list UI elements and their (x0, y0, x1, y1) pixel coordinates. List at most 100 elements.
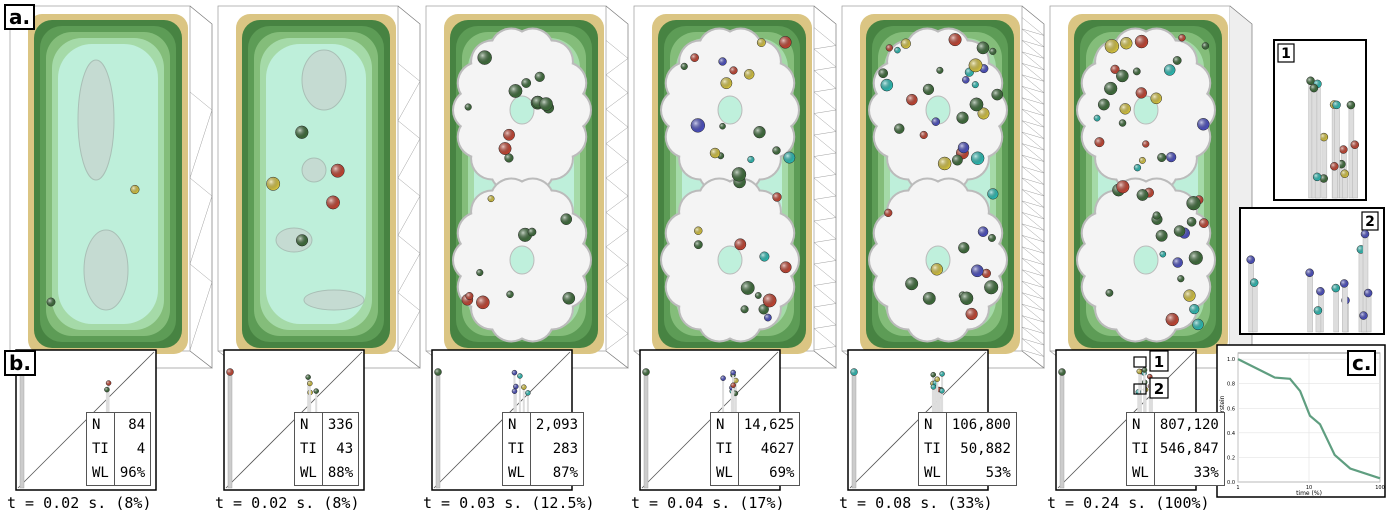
mesh-line (605, 212, 629, 231)
sphere-shine (884, 208, 893, 217)
sphere-shine (1339, 145, 1348, 154)
mesh-line (1021, 28, 1045, 36)
mesh-line (189, 91, 213, 111)
mesh-line (1021, 166, 1045, 185)
stats-row: N 106,800 (918, 412, 1017, 437)
sphere-shine (720, 375, 726, 381)
isosurface-hole (717, 95, 743, 125)
stats-row: WL 96% (86, 461, 151, 486)
stats-row: WL 87% (502, 461, 584, 486)
stats-value: 50,882 (960, 441, 1011, 457)
mesh-line (397, 177, 421, 197)
sphere-shine (1192, 318, 1204, 330)
sphere-shine (1159, 251, 1166, 258)
y-tick-label: 0.8 (1227, 382, 1235, 388)
mesh-line (1021, 246, 1045, 254)
stats-key: N (918, 412, 947, 437)
stats-key: N (1126, 412, 1155, 437)
stem (1365, 292, 1372, 333)
stats-value: 4627 (760, 441, 795, 457)
sphere-shine (521, 384, 527, 390)
contour-band (266, 44, 366, 324)
stats-value: 53% (985, 465, 1011, 481)
mesh-line (1021, 292, 1045, 300)
sphere-shine (307, 380, 313, 386)
mesh-line (813, 131, 837, 136)
mesh-line (813, 285, 837, 304)
mesh-line (397, 81, 421, 121)
mesh-line (1021, 131, 1045, 151)
mesh-line (813, 324, 837, 329)
sphere-shine (1166, 152, 1177, 162)
sphere-shine (1173, 56, 1182, 65)
mesh-line (189, 195, 213, 265)
mesh-line (1021, 246, 1045, 265)
sphere-shine (930, 263, 943, 276)
sphere-shine (919, 131, 928, 139)
stats-row: WL 53% (918, 461, 1017, 486)
stats-value: 69% (769, 465, 795, 481)
stats-key: WL (502, 461, 531, 486)
stats-row: TI 50,882 (918, 437, 1017, 461)
mesh-line (1021, 235, 1045, 243)
sphere-shine (1133, 67, 1141, 76)
sphere-shine (1104, 39, 1119, 54)
mesh-line (397, 235, 421, 254)
mesh-line (1021, 315, 1045, 323)
sphere-shine (741, 281, 755, 295)
stem (1342, 283, 1348, 333)
sphere-shine (894, 123, 905, 134)
mesh-line (1021, 143, 1045, 151)
sphere-shine (690, 53, 699, 62)
mesh-line (1021, 40, 1045, 48)
stats-key: N (502, 412, 531, 437)
sphere-shine (1313, 172, 1322, 181)
sphere-shine (694, 240, 703, 249)
y-tick-label: 0.0 (1227, 480, 1235, 486)
mesh-line (813, 88, 837, 93)
mesh-line (1021, 97, 1045, 105)
sphere-shine (226, 368, 234, 376)
sphere-shine (729, 66, 738, 75)
stats-key: WL (710, 461, 739, 486)
sphere-shine (1165, 313, 1179, 326)
stem (1251, 282, 1258, 333)
mesh-line (1021, 189, 1045, 197)
sphere-shine (978, 226, 989, 237)
sphere-shine (956, 111, 969, 124)
mesh-line (605, 264, 629, 282)
isosurface-hole (509, 95, 535, 125)
stem (1333, 287, 1339, 333)
mesh-line (813, 263, 837, 283)
sphere-shine (744, 69, 755, 80)
stats-value: 88% (327, 465, 354, 481)
stats-row: WL 69% (710, 461, 800, 486)
sphere-shine (477, 50, 492, 65)
sphere-shine (1197, 118, 1210, 131)
stats-key: TI (86, 437, 115, 461)
sphere-shine (512, 388, 518, 394)
sphere-shine (969, 97, 984, 112)
mesh-line (813, 346, 837, 351)
sphere-shine (1119, 103, 1131, 115)
sphere-shine (977, 107, 990, 120)
mesh-line (605, 161, 629, 179)
sphere-shine (1187, 217, 1197, 227)
x-tick-label: 1 (1236, 485, 1239, 491)
mesh-line (397, 138, 421, 179)
mesh-line (1021, 258, 1045, 265)
stats-value: 87% (552, 465, 579, 481)
stats-row: N 807,120 (1126, 412, 1225, 437)
sphere-shine (295, 125, 309, 139)
sphere-shine (976, 41, 990, 54)
sphere-shine (958, 142, 969, 153)
sphere-shine (938, 156, 952, 170)
isosurface-hole (717, 245, 743, 275)
mesh-line (1021, 223, 1045, 243)
sphere-shine (326, 195, 340, 210)
sphere-shine (710, 148, 721, 159)
highlight-box (1133, 383, 1147, 395)
mesh-line (605, 109, 629, 128)
sphere-shine (987, 188, 999, 200)
mesh-line (605, 177, 629, 197)
